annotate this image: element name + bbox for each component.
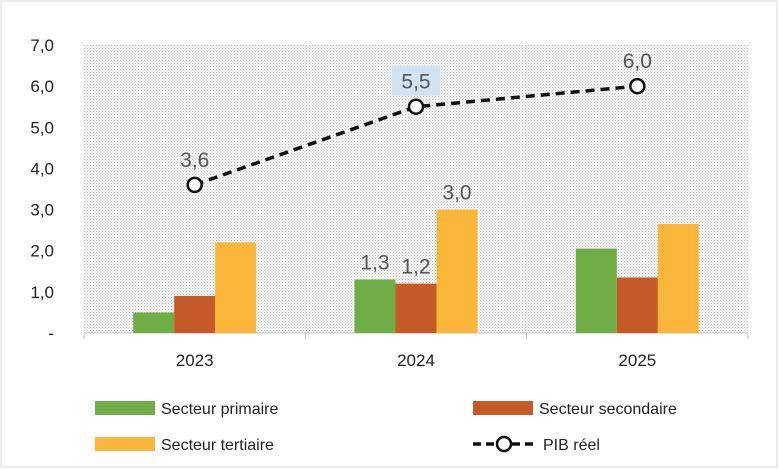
data-label-pib-reel-2023: 3,6: [180, 149, 209, 172]
y-tick-label: 6,0: [30, 77, 54, 96]
x-axis-ticks: 2023 2024 2025: [176, 351, 656, 370]
bar-secteur-primaire-2025: [575, 248, 617, 333]
bar-secteur-secondaire-2025: [616, 277, 658, 333]
y-tick-label: 2,0: [30, 242, 54, 261]
bar-secteur-primaire-2024: [354, 279, 396, 333]
y-tick-label: -: [48, 324, 54, 343]
data-labels: 3,6 5,5 6,0 1,3 1,2 3,0: [180, 50, 652, 278]
data-label-pib-reel-2025: 6,0: [623, 50, 652, 73]
legend-label-secteur-secondaire: Secteur secondaire: [539, 401, 677, 418]
bars-layer: [133, 209, 699, 333]
legend-label-secteur-tertiaire: Secteur tertiaire: [161, 437, 274, 454]
data-label-highlight: [392, 65, 440, 96]
legend-swatch-secteur-primaire: [95, 401, 155, 415]
legend: Secteur primaire Secteur secondaire Secteu…: [95, 401, 677, 454]
bar-secteur-tertiaire-2023: [215, 242, 257, 333]
point-pib-reel-2025: [629, 77, 646, 95]
data-label-secteur-secondaire-2024: 1,2: [401, 256, 430, 279]
bar-secteur-secondaire-2023: [174, 295, 216, 333]
line-pib-reel: [194, 84, 638, 187]
y-tick-label: 1,0: [30, 283, 54, 302]
legend-swatch-secteur-secondaire: [473, 401, 533, 415]
point-pib-reel-2024: [407, 98, 425, 115]
x-tick-label: 2025: [618, 351, 656, 370]
bar-secteur-secondaire-2024: [395, 283, 437, 333]
x-tick-label: 2024: [397, 351, 435, 370]
y-tick-label: 7,0: [30, 36, 54, 55]
legend-label-pib-reel: PIB réel: [543, 437, 600, 454]
bar-secteur-tertiaire-2025: [657, 223, 699, 333]
legend-swatch-secteur-tertiaire: [95, 437, 155, 451]
data-label-secteur-tertiaire-2024: 3,0: [442, 182, 471, 205]
legend-label-secteur-primaire: Secteur primaire: [161, 401, 278, 418]
y-axis-ticks: - 1,0 2,0 3,0 4,0 5,0 6,0 7,0: [30, 36, 54, 343]
y-tick-label: 5,0: [30, 118, 54, 137]
legend-marker-pib-reel: [495, 435, 513, 453]
y-tick-label: 4,0: [30, 159, 54, 178]
data-label-secteur-primaire-2024: 1,3: [360, 252, 389, 275]
data-label-pib-reel-2024: 5,5: [401, 71, 430, 94]
y-tick-label: 3,0: [30, 201, 54, 220]
bar-secteur-primaire-2023: [133, 312, 175, 333]
line-layer: [186, 77, 646, 194]
x-tick-label: 2023: [176, 351, 214, 370]
bar-secteur-tertiaire-2024: [436, 209, 478, 333]
point-pib-reel-2023: [186, 176, 203, 194]
